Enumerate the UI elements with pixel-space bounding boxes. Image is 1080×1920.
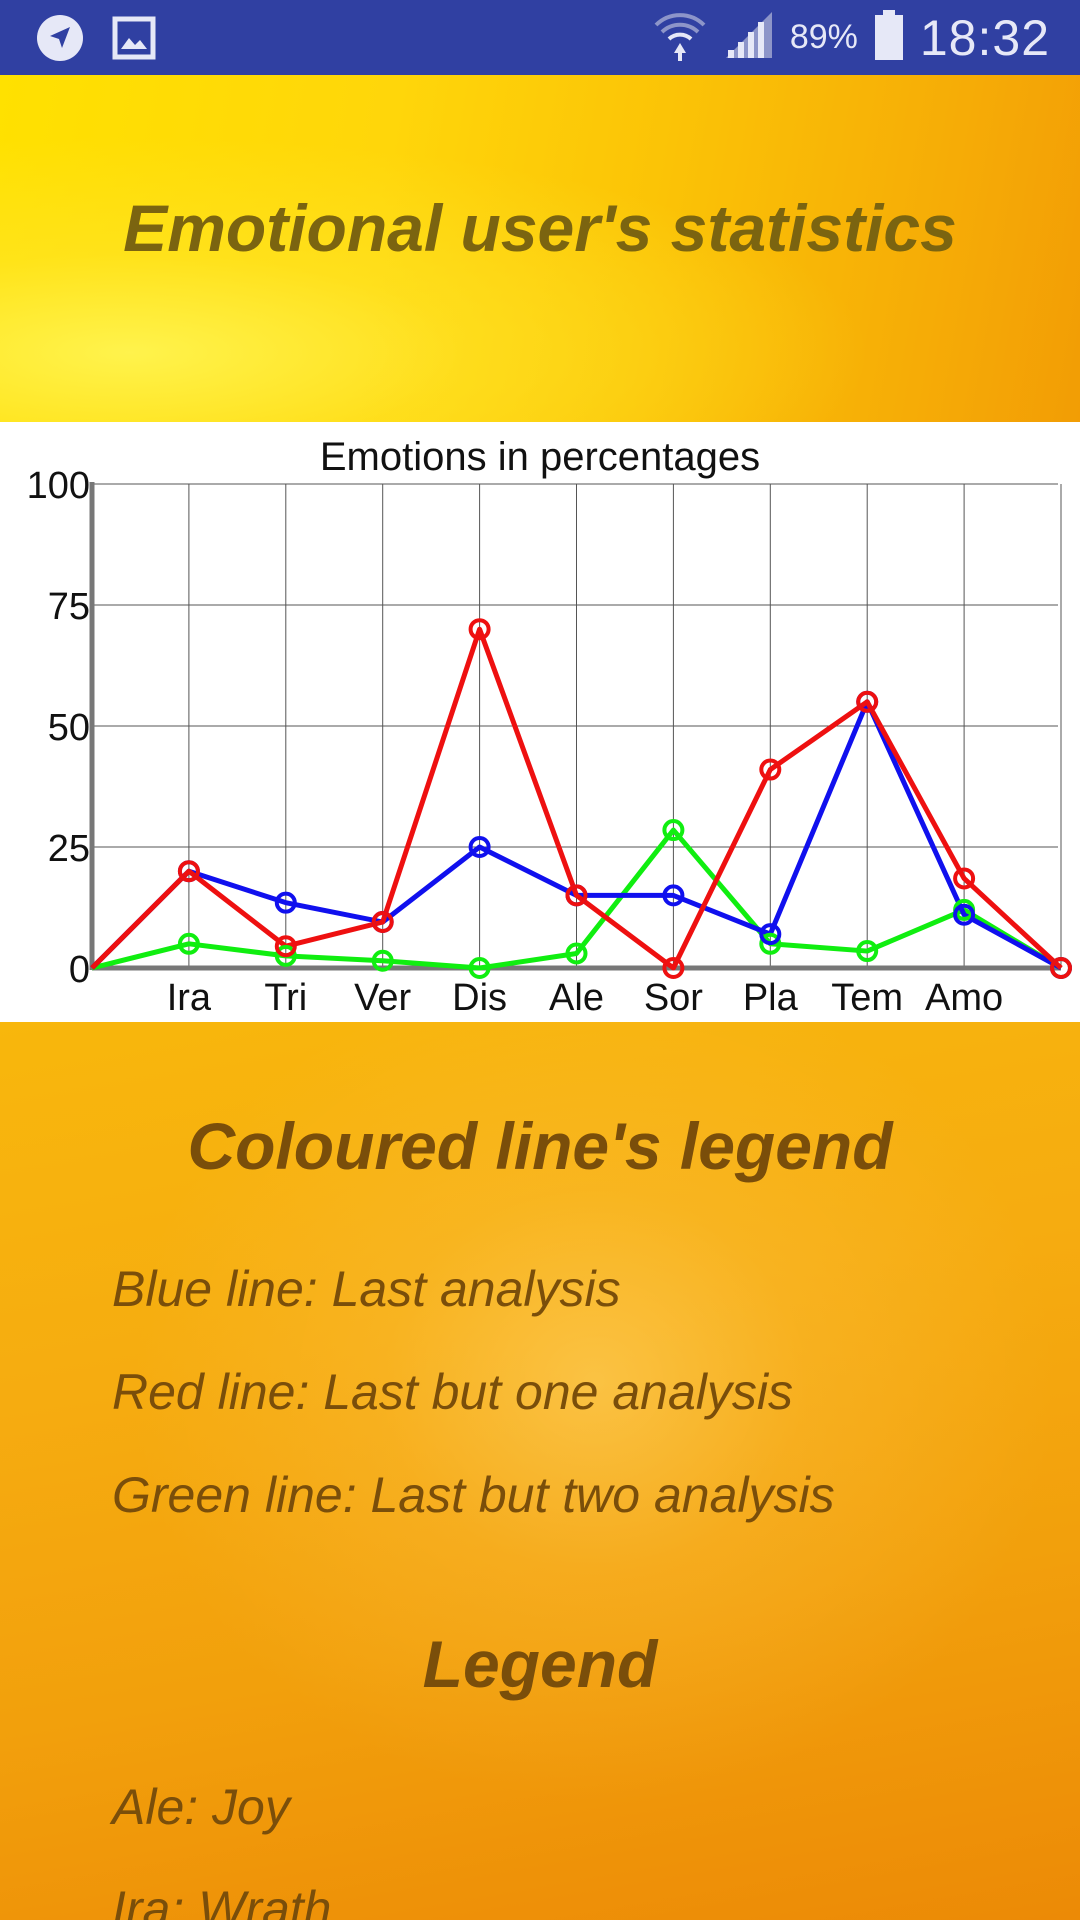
data-point <box>953 903 976 926</box>
emotions-line-chart: Emotions in percentages 0 25 50 75 100 Ira Tri V… <box>27 435 1072 1019</box>
coloured-legend-item: Green line: Last but two analysis <box>112 1467 835 1523</box>
image-icon <box>112 16 156 65</box>
data-point <box>662 884 685 907</box>
signal-icon <box>724 10 774 65</box>
coloured-legend-title: Coloured line's legend <box>187 1109 893 1183</box>
x-tick-label: Ver <box>354 977 411 1019</box>
legend-item: Ira: Wrath <box>112 1881 332 1920</box>
data-point <box>759 758 782 781</box>
data-point <box>856 940 879 963</box>
chart-panel: Emotions in percentages 0 25 50 75 100 Ira Tri V… <box>0 422 1080 1022</box>
x-tick-label: Pla <box>743 977 799 1019</box>
data-point <box>953 867 976 890</box>
coloured-legend-item: Blue line: Last analysis <box>112 1261 621 1317</box>
legend-section: Coloured line's legend Blue line: Last a… <box>0 1022 1080 1920</box>
y-tick-label: 100 <box>27 465 90 507</box>
x-tick-label: Sor <box>644 977 703 1019</box>
data-point <box>856 690 879 713</box>
battery-percentage: 89% <box>789 18 858 56</box>
data-point <box>371 949 394 972</box>
status-bar: 89% 18:32 <box>0 0 1080 75</box>
data-point <box>662 819 685 842</box>
data-point <box>177 860 200 883</box>
series-line <box>90 626 1063 971</box>
data-point <box>1050 957 1072 979</box>
data-point <box>274 935 297 958</box>
data-point <box>565 942 588 965</box>
y-tick-label: 25 <box>48 828 90 870</box>
page-title: Emotional user's statistics <box>123 191 957 265</box>
battery-icon <box>874 9 904 66</box>
x-tick-label: Ale <box>549 977 604 1019</box>
data-point <box>177 932 200 955</box>
data-point <box>468 957 491 979</box>
clock: 18:32 <box>919 9 1050 66</box>
series-line <box>91 827 1063 971</box>
y-tick-label: 75 <box>48 586 90 628</box>
header-banner: Emotional user's statistics <box>0 75 1080 422</box>
data-point <box>274 944 297 967</box>
y-tick-label: 0 <box>69 949 90 991</box>
data-point <box>759 932 782 955</box>
navigation-icon <box>36 14 84 67</box>
data-point <box>565 884 588 907</box>
x-tick-label: Tri <box>264 977 307 1019</box>
coloured-legend-item: Red line: Last but one analysis <box>112 1364 793 1420</box>
x-tick-label: Tem <box>831 977 903 1019</box>
legend-title: Legend <box>422 1627 658 1701</box>
x-tick-label: Ira <box>167 977 212 1019</box>
chart-title: Emotions in percentages <box>320 435 760 479</box>
data-point <box>759 923 782 946</box>
y-tick-label: 50 <box>48 707 90 749</box>
data-point <box>662 957 685 979</box>
x-tick-label: Dis <box>452 977 507 1019</box>
wifi-icon <box>652 7 708 68</box>
x-tick-label: Amo <box>925 977 1003 1019</box>
data-point <box>468 618 491 641</box>
data-point <box>468 836 491 858</box>
legend-item: Ale: Joy <box>112 1779 290 1835</box>
data-point <box>274 891 297 914</box>
data-point <box>371 911 394 934</box>
